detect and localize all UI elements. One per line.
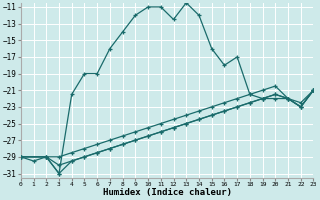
X-axis label: Humidex (Indice chaleur): Humidex (Indice chaleur) (103, 188, 232, 197)
